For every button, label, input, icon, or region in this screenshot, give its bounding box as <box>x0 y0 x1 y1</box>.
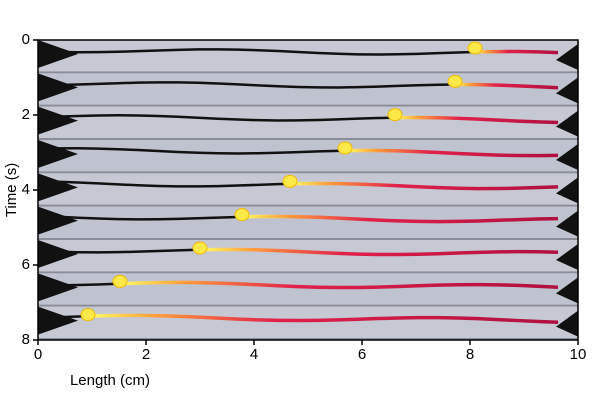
x-tick-label: 2 <box>142 346 150 363</box>
flame <box>112 274 128 288</box>
y-tick-label: 4 <box>22 181 30 198</box>
flame <box>192 241 208 255</box>
x-tick-label: 10 <box>570 346 587 363</box>
y-tick-label: 6 <box>22 256 30 273</box>
strip <box>38 206 578 238</box>
flame <box>447 74 463 88</box>
clamp-right <box>556 110 578 137</box>
clamp-right <box>556 44 578 70</box>
clamp-left <box>38 240 78 268</box>
burning-line <box>119 280 559 290</box>
strip <box>38 73 578 105</box>
x-tick-label: 4 <box>250 346 258 363</box>
photo-strips <box>38 40 578 340</box>
clamp-left <box>38 273 78 302</box>
clamp-right <box>556 277 578 304</box>
flame <box>234 208 250 222</box>
flame <box>80 308 96 322</box>
clamp-right <box>556 244 578 270</box>
flame <box>337 141 353 155</box>
clamp-right <box>556 144 578 170</box>
strip <box>38 273 578 305</box>
flame <box>387 108 403 122</box>
y-tick-label: 0 <box>22 31 30 48</box>
burning-line <box>394 115 559 125</box>
clamp-right <box>556 210 578 237</box>
y-tick-label: 8 <box>22 331 30 348</box>
clamp-right <box>556 177 578 204</box>
flame <box>467 41 483 55</box>
clamp-left <box>38 40 78 68</box>
burning-line <box>289 181 559 191</box>
y-tick-label: 2 <box>22 106 30 123</box>
clamp-right <box>556 310 578 337</box>
clamp-left <box>38 173 78 202</box>
clamp-left <box>38 206 78 235</box>
strip <box>38 106 578 138</box>
burning-line <box>474 49 559 55</box>
x-tick-label: 0 <box>34 346 42 363</box>
clamp-left <box>38 73 78 102</box>
strip <box>38 306 578 338</box>
clamp-left <box>38 140 78 168</box>
clamp-right <box>556 77 578 104</box>
burning-line <box>241 214 559 224</box>
y-axis-label: Time (s) <box>3 163 20 217</box>
strip <box>38 40 578 72</box>
x-axis-label: Length (cm) <box>70 372 150 389</box>
burning-line <box>344 148 559 158</box>
flame <box>282 174 298 188</box>
x-tick-label: 6 <box>358 346 366 363</box>
x-tick-label: 8 <box>466 346 474 363</box>
burning-line <box>199 247 559 257</box>
clamp-left <box>38 306 78 335</box>
burning-line <box>87 313 559 324</box>
strip <box>38 240 578 272</box>
clamp-left <box>38 106 78 135</box>
